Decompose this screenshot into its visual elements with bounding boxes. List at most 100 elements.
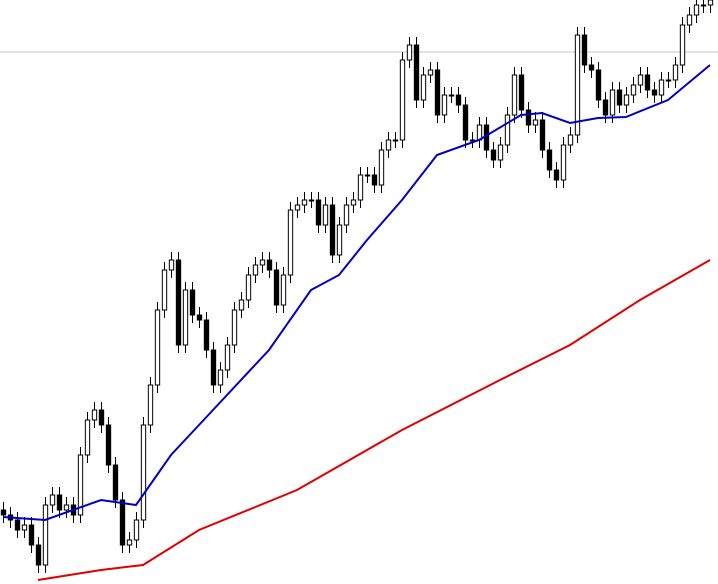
candle-body [350,199,357,206]
candle-body [441,94,448,116]
candle-body [658,79,665,96]
candle-body [77,454,84,516]
candle-body [560,144,567,181]
candle-body [672,64,679,81]
candle-body [553,169,560,181]
candle-body [301,199,308,206]
candle-body [623,94,630,106]
candle-body [154,309,161,386]
candle-body [168,259,175,271]
candle-body [539,119,546,151]
candle-body [644,74,651,91]
candle-body [588,64,595,71]
candle-body [343,204,350,226]
candle-body [273,269,280,306]
candle-body [637,74,644,86]
candle-body [42,504,49,566]
candle-body [119,499,126,546]
candle-body [665,79,672,82]
candle-body [259,259,266,266]
candle-body [707,0,714,6]
candle-body [112,464,119,501]
candle-body [686,14,693,26]
candle-body [567,134,574,146]
candle-body [399,59,406,141]
candle-body [455,94,462,106]
candle-body [133,519,140,541]
candle-body [371,174,378,186]
candle-body [574,34,581,136]
candle-body [63,504,70,511]
candle-body [518,74,525,111]
candle-body [392,139,399,142]
candle-body [448,94,455,97]
candle-body [427,69,434,76]
candle-body [189,289,196,316]
candle-body [0,509,7,516]
candle-body [364,174,371,177]
candle-body [287,209,294,276]
candle-body [182,289,189,346]
moving-average-line [37,259,711,581]
candle-body [161,269,168,311]
candle-body [238,299,245,311]
candle-body [280,274,287,306]
candle-body [322,204,329,226]
candle-body [336,224,343,256]
candle-body [49,494,56,506]
candle-body [294,204,301,211]
moving-average-line [2,64,711,522]
candle-body [21,524,28,531]
candle-body [700,4,707,7]
candle-body [462,104,469,141]
candle-body [504,114,511,146]
candle-body [175,259,182,346]
candle-body [245,274,252,301]
candle-body [679,24,686,66]
candle-body [105,424,112,466]
candle-body [224,344,231,371]
candle-body [420,74,427,101]
candle-body [203,319,210,351]
candle-body [308,199,315,202]
candle-body [196,314,203,321]
candle-body [210,349,217,386]
candle-body [532,119,539,126]
candle-body [525,109,532,126]
candle-body [91,409,98,421]
candle-body [511,74,518,116]
candle-body [252,264,259,276]
candle-body [490,149,497,161]
candle-body [595,69,602,101]
candle-body [616,89,623,106]
candle-body [98,409,105,426]
candle-body [329,204,336,256]
candle-body [546,149,553,171]
candle-body [217,369,224,386]
candle-body [315,199,322,226]
candle-body [126,539,133,546]
candle-body [14,519,21,531]
candle-body [266,259,273,271]
candle-body [35,544,42,566]
candle-body [630,84,637,96]
candle-body [84,419,91,456]
candle-body [497,144,504,161]
candle-body [140,424,147,521]
candle-body [385,139,392,151]
candle-body [56,494,63,511]
candle-body [434,69,441,116]
candle-body [609,89,616,116]
candle-body [28,524,35,546]
candle-body [602,99,609,116]
candle-body [147,384,154,426]
candle-body [406,44,413,61]
candle-body [693,4,700,16]
candle-body [378,149,385,186]
candle-body [581,34,588,66]
candle-body [357,174,364,201]
candle-body [651,89,658,96]
candle-body [413,44,420,101]
